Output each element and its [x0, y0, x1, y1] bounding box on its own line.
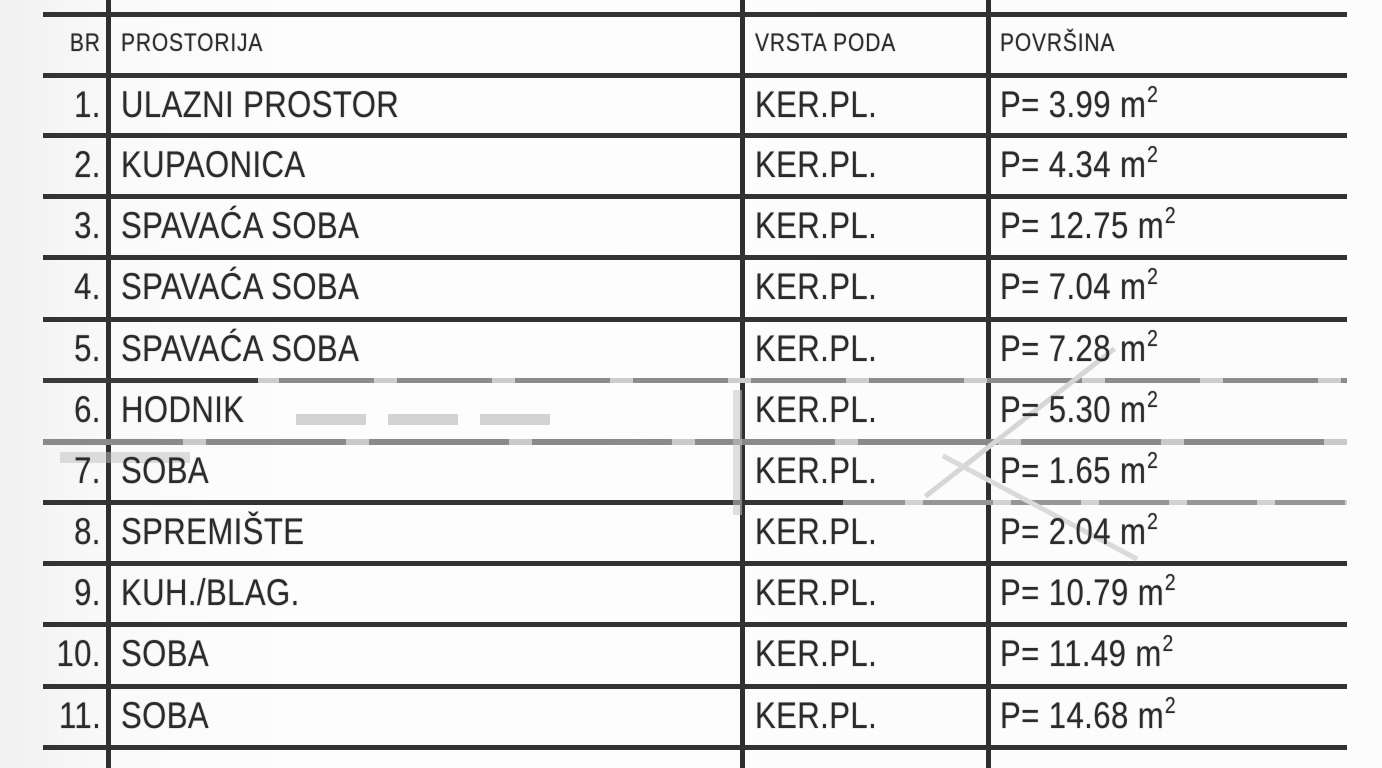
row-number: 8.	[74, 511, 101, 552]
table-horizontal-line-faded	[43, 378, 1347, 383]
header-area: POVRŠINA	[1000, 29, 1116, 57]
row-number: 3.	[74, 205, 101, 246]
floor-type: KER.PL.	[755, 572, 878, 613]
header-br: BR	[70, 29, 101, 57]
table-horizontal-line-faded	[43, 439, 1347, 445]
floor-type: KER.PL.	[755, 450, 878, 491]
table-horizontal-line	[43, 133, 1347, 138]
table-vertical-line	[986, 0, 991, 768]
row-number: 10.	[56, 633, 101, 674]
row-number: 1.	[74, 84, 101, 125]
room-name: SPAVAĆA SOBA	[121, 328, 360, 369]
row-number: 11.	[58, 695, 101, 736]
room-name: SOBA	[121, 695, 210, 736]
row-number: 6.	[74, 389, 101, 430]
room-name: ULAZNI PROSTOR	[121, 84, 400, 125]
room-name: KUPAONICA	[121, 144, 306, 185]
room-name: SPAVAĆA SOBA	[121, 266, 360, 307]
row-number: 7.	[74, 450, 101, 491]
room-name: KUH./BLAG.	[121, 572, 300, 613]
room-name: SOBA	[121, 633, 210, 674]
room-area: P= 4.34 m2	[1000, 141, 1158, 185]
room-name: SOBA	[121, 450, 210, 491]
room-area: P= 3.99 m2	[1000, 81, 1158, 125]
table-horizontal-line	[43, 684, 1347, 689]
room-name: SPAVAĆA SOBA	[121, 205, 360, 246]
table-horizontal-line	[43, 194, 1347, 199]
table-horizontal-line	[43, 73, 1347, 78]
room-area: P= 7.04 m2	[1000, 263, 1158, 307]
floor-type: KER.PL.	[755, 205, 878, 246]
room-area: P= 5.30 m2	[1000, 386, 1158, 430]
table-horizontal-line	[43, 255, 1347, 260]
floor-type: KER.PL.	[755, 84, 878, 125]
floor-type: KER.PL.	[755, 144, 878, 185]
row-number: 2.	[74, 144, 101, 185]
room-name: SPREMIŠTE	[121, 511, 305, 552]
header-floor-type: VRSTA PODA	[755, 29, 897, 57]
floor-type: KER.PL.	[755, 695, 878, 736]
room-name: HODNIK	[121, 389, 245, 430]
room-area: P= 11.49 m2	[1000, 630, 1174, 674]
floor-type: KER.PL.	[755, 389, 878, 430]
row-number: 9.	[74, 572, 101, 613]
floor-type: KER.PL.	[755, 511, 878, 552]
room-area: P= 14.68 m2	[1000, 692, 1176, 736]
table-horizontal-line	[43, 745, 1347, 750]
room-area: P= 12.75 m2	[1000, 202, 1176, 246]
room-area: P= 7.28 m2	[1000, 325, 1158, 369]
floor-type: KER.PL.	[755, 266, 878, 307]
row-number: 5.	[74, 328, 101, 369]
floor-type: KER.PL.	[755, 328, 878, 369]
floor-type: KER.PL.	[755, 633, 878, 674]
row-number: 4.	[74, 266, 101, 307]
room-area: P= 10.79 m2	[1000, 569, 1176, 613]
room-area: P= 2.04 m2	[1000, 508, 1158, 552]
table-vertical-line	[740, 0, 745, 768]
table-horizontal-line-faded	[43, 500, 1347, 505]
table-horizontal-line	[43, 561, 1347, 566]
table-horizontal-line	[43, 12, 1347, 17]
table-horizontal-line	[43, 317, 1347, 322]
table-horizontal-line	[43, 622, 1347, 627]
header-room: PROSTORIJA	[121, 29, 264, 57]
room-area: P= 1.65 m2	[1000, 447, 1158, 491]
table-vertical-line	[106, 0, 111, 768]
